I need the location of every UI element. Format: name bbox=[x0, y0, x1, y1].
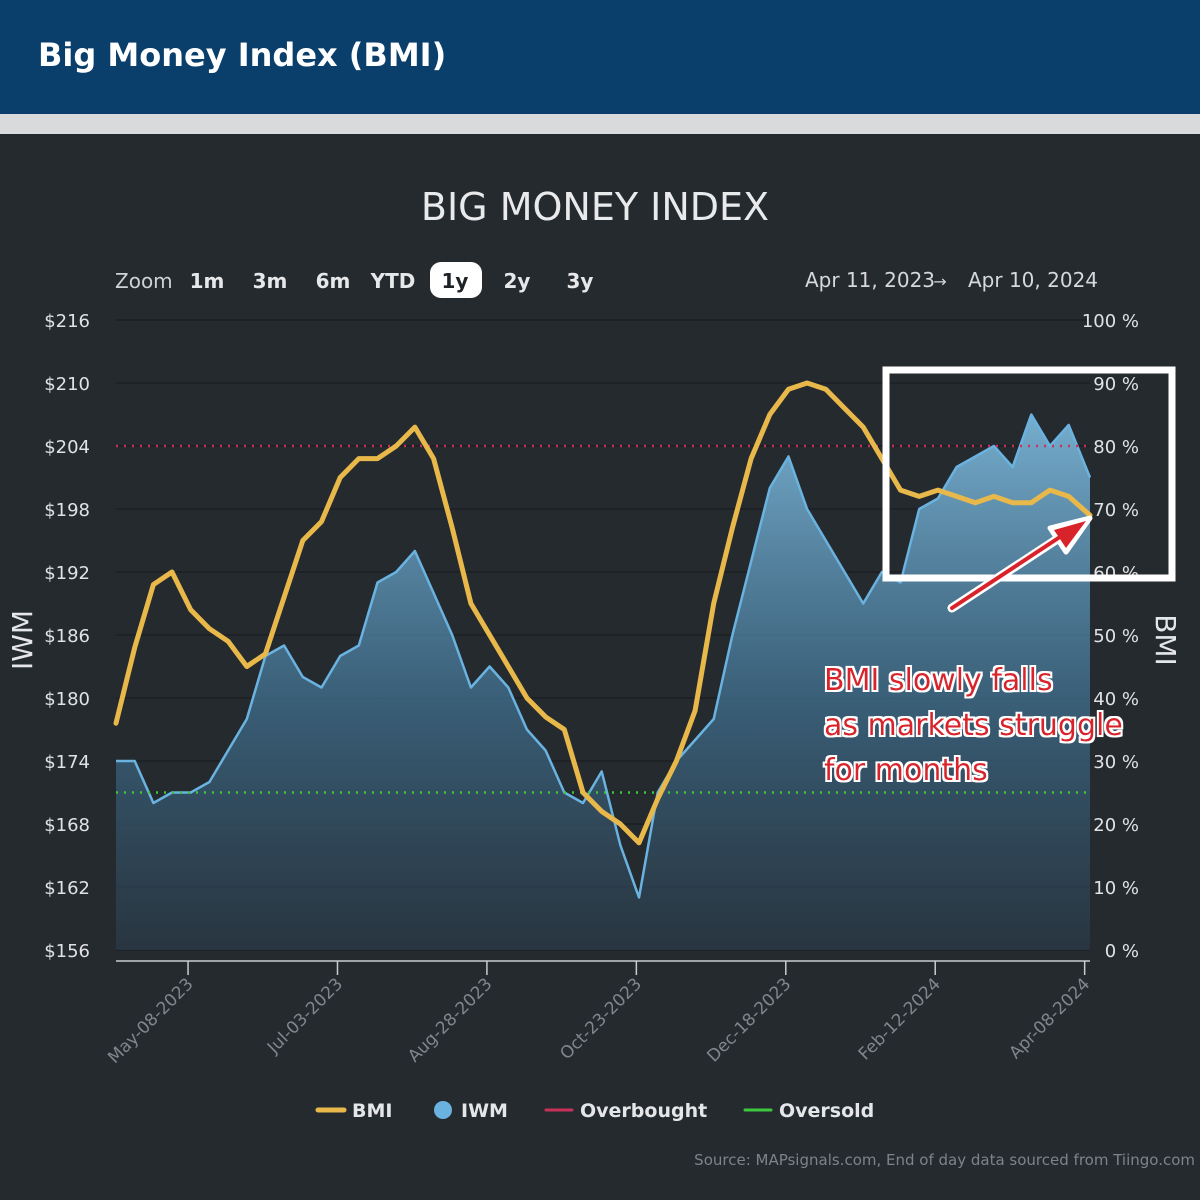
right-tick-label: 10 % bbox=[1093, 878, 1139, 899]
zoom-bar: Zoom 1m 3m 6m YTD 1y 2y 3y bbox=[115, 262, 593, 298]
date-range: Apr 11, 2023 → Apr 10, 2024 bbox=[805, 268, 1098, 292]
source-note: Source: MAPsignals.com, End of day data … bbox=[694, 1151, 1195, 1169]
annotation-line-3: for months bbox=[824, 753, 988, 788]
x-tick-label: Oct-23-2023 bbox=[556, 974, 645, 1063]
zoom-button-2y[interactable]: 2y bbox=[504, 269, 531, 293]
right-tick-label: 40 % bbox=[1093, 689, 1139, 710]
legend-marker bbox=[434, 1101, 452, 1119]
annotation-text: BMI slowly falls as markets struggle for… bbox=[824, 663, 1123, 788]
x-tick-label: Feb-12-2024 bbox=[855, 974, 945, 1064]
zoom-button-1y[interactable]: 1y bbox=[430, 262, 482, 298]
zoom-button-3y[interactable]: 3y bbox=[567, 269, 594, 293]
zoom-button-6m[interactable]: 6m bbox=[316, 269, 351, 293]
left-tick-label: $162 bbox=[44, 878, 90, 899]
left-tick-label: $198 bbox=[44, 500, 90, 521]
x-tick-label: May-08-2023 bbox=[104, 974, 197, 1067]
right-axis-label: BMI bbox=[1149, 614, 1182, 666]
bmi-series-line bbox=[113, 380, 1093, 846]
header-title: Big Money Index (BMI) bbox=[38, 36, 447, 74]
x-tick-label: Dec-18-2023 bbox=[703, 974, 795, 1066]
right-tick-label: 20 % bbox=[1093, 815, 1139, 836]
right-tick-label: 70 % bbox=[1093, 500, 1139, 521]
annotation-arrow bbox=[947, 515, 1093, 613]
right-tick-label: 30 % bbox=[1093, 752, 1139, 773]
legend-item-overbought[interactable]: Overbought bbox=[544, 1100, 707, 1122]
iwm-series-line bbox=[116, 413, 1092, 899]
left-tick-label: $216 bbox=[44, 311, 90, 332]
left-tick-label: $186 bbox=[44, 626, 90, 647]
left-tick-label: $210 bbox=[44, 374, 90, 395]
zoom-button-ytd[interactable]: YTD bbox=[370, 269, 416, 293]
left-tick-label: $156 bbox=[44, 941, 90, 962]
legend: BMI IWM Overbought Oversold bbox=[315, 1100, 874, 1122]
header-divider bbox=[0, 114, 1200, 134]
left-axis-ticks: $156 $162 $168 $174 $180 $186 $192 $198 $204 $210… bbox=[44, 311, 90, 962]
annotation-line-1: BMI slowly falls bbox=[824, 663, 1053, 698]
zoom-button-label: 1y bbox=[442, 269, 469, 293]
zoom-label: Zoom bbox=[115, 269, 173, 293]
left-tick-label: $192 bbox=[44, 563, 90, 584]
x-tick-label: Apr-08-2024 bbox=[1005, 974, 1094, 1063]
legend-label: Oversold bbox=[779, 1100, 874, 1122]
right-tick-label: 90 % bbox=[1093, 374, 1139, 395]
zoom-button-label: YTD bbox=[370, 269, 416, 293]
zoom-button-label: 2y bbox=[504, 269, 531, 293]
right-tick-label: 100 % bbox=[1082, 311, 1139, 332]
date-from[interactable]: Apr 11, 2023 bbox=[805, 268, 935, 292]
iwm-area bbox=[116, 414, 1090, 950]
left-tick-label: $174 bbox=[44, 752, 90, 773]
legend-item-bmi[interactable]: BMI bbox=[315, 1100, 392, 1122]
x-tick-label: Jul-03-2023 bbox=[263, 974, 347, 1058]
legend-label: Overbought bbox=[580, 1100, 707, 1122]
legend-item-oversold[interactable]: Oversold bbox=[743, 1100, 874, 1122]
highlight-box bbox=[882, 366, 1176, 582]
zoom-selected-bg bbox=[430, 262, 482, 298]
left-axis-label: IWM bbox=[6, 610, 39, 670]
left-tick-label: $204 bbox=[44, 437, 90, 458]
date-to[interactable]: Apr 10, 2024 bbox=[968, 268, 1098, 292]
zoom-button-1m[interactable]: 1m bbox=[190, 269, 225, 293]
x-axis-ticks: May-08-2023 Jul-03-2023 Aug-28-2023 Oct-23-… bbox=[104, 961, 1094, 1068]
right-tick-label: 80 % bbox=[1093, 437, 1139, 458]
legend-label: IWM bbox=[461, 1100, 508, 1122]
zoom-button-3m[interactable]: 3m bbox=[253, 269, 288, 293]
zoom-button-label: 3m bbox=[253, 269, 288, 293]
left-tick-label: $180 bbox=[44, 689, 90, 710]
app-header: Big Money Index (BMI) bbox=[0, 0, 1200, 114]
right-tick-label: 0 % bbox=[1105, 941, 1139, 962]
zoom-button-label: 1m bbox=[190, 269, 225, 293]
right-axis-ticks: 0 %10 %20 %30 %40 %50 %60 %70 %80 %90 %1… bbox=[1082, 311, 1139, 962]
left-tick-label: $168 bbox=[44, 815, 90, 836]
legend-item-iwm[interactable]: IWM bbox=[434, 1100, 508, 1122]
zoom-button-label: 3y bbox=[567, 269, 594, 293]
right-tick-label: 50 % bbox=[1093, 626, 1139, 647]
x-tick-label: Aug-28-2023 bbox=[404, 974, 496, 1066]
zoom-button-label: 6m bbox=[316, 269, 351, 293]
date-range-arrow: → bbox=[933, 272, 946, 291]
annotation-line-2: as markets struggle bbox=[824, 708, 1123, 743]
chart-title: BIG MONEY INDEX bbox=[421, 185, 769, 229]
legend-label: BMI bbox=[352, 1100, 392, 1122]
